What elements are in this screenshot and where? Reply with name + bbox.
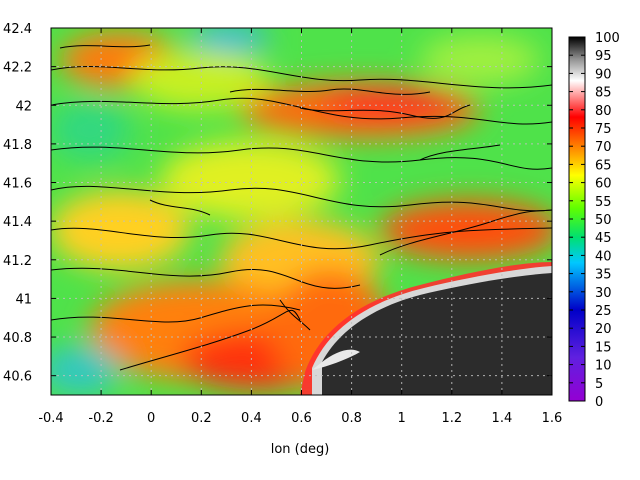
colorbar-tick-label: 35: [595, 268, 612, 283]
colorbar-tick-label: 55: [595, 195, 612, 210]
y-axis: 40.6 40.8 41 41.2 41.4 41.6 41.8 42 42.2 42.4: [3, 22, 552, 385]
x-axis-label: lon (deg): [271, 442, 330, 457]
x-tick-label: 0.8: [341, 411, 362, 426]
colorbar-tick-label: 60: [595, 177, 612, 192]
y-tick-label: 41: [15, 292, 32, 307]
colorbar-tick-label: 45: [595, 231, 612, 246]
y-tick-label: 42: [15, 99, 32, 114]
colorbar-tick-label: 100: [595, 31, 620, 46]
heatmap-field: [51, 28, 552, 395]
colorbar-tick-label: 15: [595, 340, 612, 355]
colorbar-tick-label: 50: [595, 213, 612, 228]
colorbar-tick-label: 40: [595, 249, 612, 264]
colorbar-tick-label: 25: [595, 304, 612, 319]
colorbar-tick-label: 90: [595, 67, 612, 82]
colorbar-axis: 0 5 10 15 20 25 30 35 40 45 50 55 60 65 70 75 80 85 90 95 10…: [569, 31, 620, 410]
colorbar-tick-label: 95: [595, 49, 612, 64]
x-tick-label: 1.4: [492, 411, 513, 426]
y-tick-label: 42.4: [3, 22, 32, 37]
x-tick-label: 0.6: [291, 411, 312, 426]
colorbar-tick-label: 85: [595, 86, 612, 101]
colorbar-tick-label: 80: [595, 104, 612, 119]
x-tick-label: 1.2: [441, 411, 462, 426]
x-tick-label: 1.6: [542, 411, 563, 426]
x-tick-label: -0.2: [88, 411, 113, 426]
colorbar-tick-label: 70: [595, 140, 612, 155]
colorbar-tick-label: 5: [595, 377, 603, 392]
colorbar-tick-label: 20: [595, 322, 612, 337]
y-tick-label: 40.8: [3, 331, 32, 346]
y-tick-label: 41.6: [3, 177, 32, 192]
x-tick-label: 0.4: [241, 411, 262, 426]
y-tick-label: 41.2: [3, 254, 32, 269]
colorbar-tick-label: 75: [595, 122, 612, 137]
colorbar-tick-label: 65: [595, 158, 612, 173]
x-tick-label: 0: [147, 411, 155, 426]
x-tick-label: -0.4: [38, 411, 63, 426]
colorbar-tick-label: 10: [595, 359, 612, 374]
colorbar-tick-label: 30: [595, 286, 612, 301]
x-axis: -0.4 -0.2 0 0.2 0.4 0.6 0.8 1 1.2 1.4 1.6: [38, 28, 562, 426]
x-tick-label: 0.2: [191, 411, 212, 426]
y-tick-label: 41.4: [3, 215, 32, 230]
y-tick-label: 42.2: [3, 61, 32, 76]
y-tick-label: 41.8: [3, 138, 32, 153]
y-tick-label: 40.6: [3, 370, 32, 385]
x-tick-label: 1: [398, 411, 406, 426]
colorbar-tick-label: 0: [595, 395, 603, 410]
